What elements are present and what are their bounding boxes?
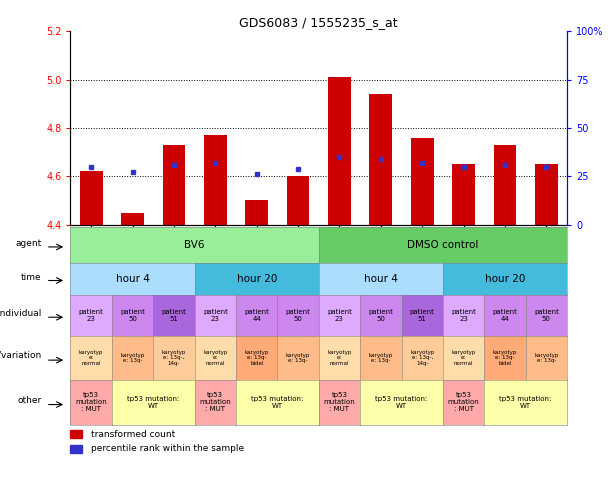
Text: patient
23: patient 23 (78, 309, 104, 322)
Bar (70, 445, 82, 453)
Text: hour 20: hour 20 (485, 274, 525, 284)
Title: GDS6083 / 1555235_s_at: GDS6083 / 1555235_s_at (240, 16, 398, 29)
Text: BV6: BV6 (185, 240, 205, 250)
Bar (80, 171, 102, 225)
Bar (452, 164, 475, 225)
Bar (328, 77, 351, 225)
Bar (411, 138, 433, 225)
Text: other: other (18, 396, 42, 405)
Bar (121, 213, 144, 225)
Text: hour 4: hour 4 (364, 274, 398, 284)
Bar (70, 430, 82, 439)
Text: hour 20: hour 20 (237, 274, 277, 284)
Text: patient
50: patient 50 (368, 309, 394, 322)
Text: patient
44: patient 44 (244, 309, 269, 322)
Text: patient
23: patient 23 (451, 309, 476, 322)
Bar (162, 145, 185, 225)
Text: tp53
mutation
: MUT: tp53 mutation : MUT (75, 392, 107, 412)
Text: karyotyp
e: 13q-: karyotyp e: 13q- (368, 353, 393, 363)
Text: percentile rank within the sample: percentile rank within the sample (91, 444, 245, 454)
Text: karyotyp
e: 13q-: karyotyp e: 13q- (534, 353, 558, 363)
Bar (535, 164, 558, 225)
Text: genotype/variation: genotype/variation (0, 351, 42, 360)
Text: patient
51: patient 51 (409, 309, 435, 322)
Text: tp53
mutation
: MUT: tp53 mutation : MUT (324, 392, 356, 412)
Text: patient
23: patient 23 (327, 309, 352, 322)
Text: karyotyp
e:
normal: karyotyp e: normal (203, 350, 227, 366)
Text: hour 4: hour 4 (116, 274, 150, 284)
Text: agent: agent (15, 239, 42, 248)
Text: tp53 mutation:
WT: tp53 mutation: WT (251, 396, 303, 409)
Text: karyotyp
e: 13q-,
14q-: karyotyp e: 13q-, 14q- (410, 350, 435, 366)
Text: karyotyp
e: 13q-: karyotyp e: 13q- (286, 353, 310, 363)
Bar (204, 135, 227, 225)
Text: tp53
mutation
: MUT: tp53 mutation : MUT (199, 392, 231, 412)
Text: patient
44: patient 44 (492, 309, 517, 322)
Text: karyotyp
e:
normal: karyotyp e: normal (327, 350, 352, 366)
Text: karyotyp
e:
normal: karyotyp e: normal (79, 350, 104, 366)
Bar (493, 145, 516, 225)
Text: patient
51: patient 51 (161, 309, 186, 322)
Text: karyotyp
e:
normal: karyotyp e: normal (451, 350, 476, 366)
Text: karyotyp
e: 13q-
bidel: karyotyp e: 13q- bidel (245, 350, 269, 366)
Bar (245, 200, 268, 225)
Text: DMSO control: DMSO control (407, 240, 479, 250)
Bar (370, 94, 392, 225)
Text: tp53 mutation:
WT: tp53 mutation: WT (127, 396, 180, 409)
Text: karyotyp
e: 13q-
bidel: karyotyp e: 13q- bidel (493, 350, 517, 366)
Text: patient
50: patient 50 (120, 309, 145, 322)
Text: patient
23: patient 23 (203, 309, 228, 322)
Text: tp53
mutation
: MUT: tp53 mutation : MUT (447, 392, 479, 412)
Text: individual: individual (0, 309, 42, 318)
Text: tp53 mutation:
WT: tp53 mutation: WT (375, 396, 428, 409)
Text: patient
50: patient 50 (286, 309, 311, 322)
Text: karyotyp
e: 13q-,
14q-: karyotyp e: 13q-, 14q- (162, 350, 186, 366)
Text: tp53 mutation:
WT: tp53 mutation: WT (500, 396, 552, 409)
Text: patient
50: patient 50 (534, 309, 559, 322)
Text: transformed count: transformed count (91, 430, 176, 439)
Text: time: time (21, 273, 42, 282)
Bar (287, 176, 310, 225)
Text: karyotyp
e: 13q-: karyotyp e: 13q- (120, 353, 145, 363)
